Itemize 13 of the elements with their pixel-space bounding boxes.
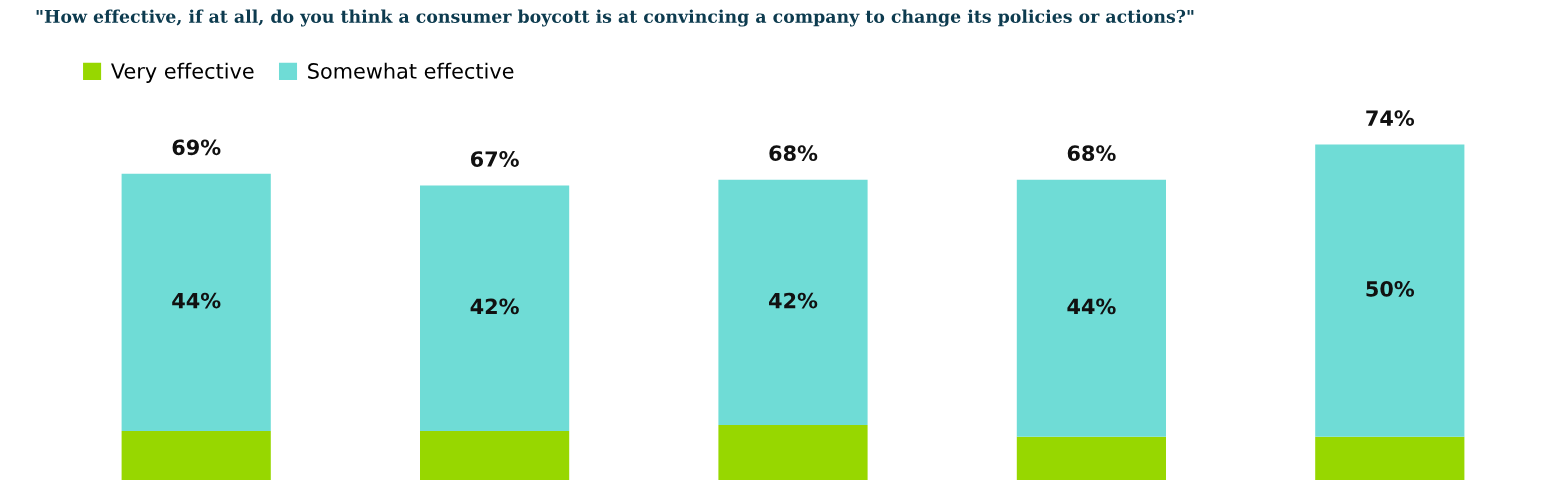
data-label: 44%	[172, 292, 221, 309]
total-label: 68%	[769, 145, 818, 162]
data-label: 42%	[769, 292, 818, 309]
data-label: 50%	[1366, 280, 1415, 297]
legend-label: Very effective	[111, 62, 254, 83]
chart-title: "How effective, if at all, do you think a consumer boycott is at convincing a company to change its policies or actions?"	[36, 9, 1194, 27]
total-label: 68%	[1067, 145, 1116, 162]
data-label: 42%	[470, 298, 519, 315]
data-label: 44%	[1067, 298, 1116, 315]
legend-label: Somewhat effective	[308, 62, 514, 79]
total-label: 69%	[172, 139, 221, 156]
total-label: 67%	[470, 151, 519, 167]
total-label: 74%	[1366, 110, 1415, 126]
